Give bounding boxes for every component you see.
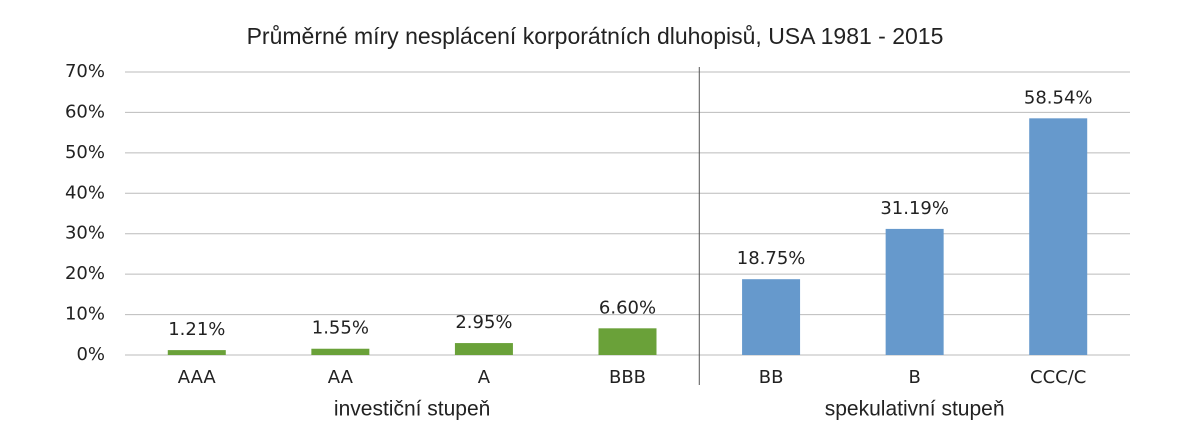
group-label: spekulativní stupeň	[825, 398, 1005, 421]
bar	[1029, 118, 1088, 355]
bar	[454, 343, 513, 355]
value-label: 1.55%	[312, 318, 369, 339]
value-label: 31.19%	[880, 198, 949, 219]
x-tick-label: AA	[328, 367, 354, 388]
x-tick-label: AAA	[178, 367, 217, 388]
y-tick-label: 50%	[65, 142, 105, 163]
y-tick-label: 10%	[65, 304, 105, 325]
y-tick-label: 70%	[65, 61, 105, 82]
chart-title: Průměrné míry nesplácení korporátních dl…	[247, 23, 944, 49]
x-tick-label: A	[478, 367, 491, 388]
value-label: 1.21%	[168, 319, 225, 340]
y-tick-label: 40%	[65, 182, 105, 203]
value-label: 2.95%	[455, 312, 512, 333]
y-tick-label: 30%	[65, 223, 105, 244]
bar	[885, 228, 944, 355]
bar	[598, 328, 657, 355]
bar	[742, 279, 801, 355]
y-tick-label: 0%	[76, 344, 105, 365]
y-tick-label: 60%	[65, 101, 105, 122]
x-tick-label: CCC/C	[1030, 367, 1086, 388]
x-tick-label: BB	[759, 367, 784, 388]
value-label: 6.60%	[599, 297, 656, 318]
x-tick-label: BBB	[609, 367, 646, 388]
bar	[311, 348, 370, 355]
bar	[167, 350, 226, 355]
value-label: 58.54%	[1024, 87, 1093, 108]
x-tick-label: B	[908, 367, 920, 388]
group-label: investiční stupeň	[334, 398, 490, 421]
y-tick-label: 20%	[65, 263, 105, 284]
value-label: 18.75%	[737, 248, 806, 269]
